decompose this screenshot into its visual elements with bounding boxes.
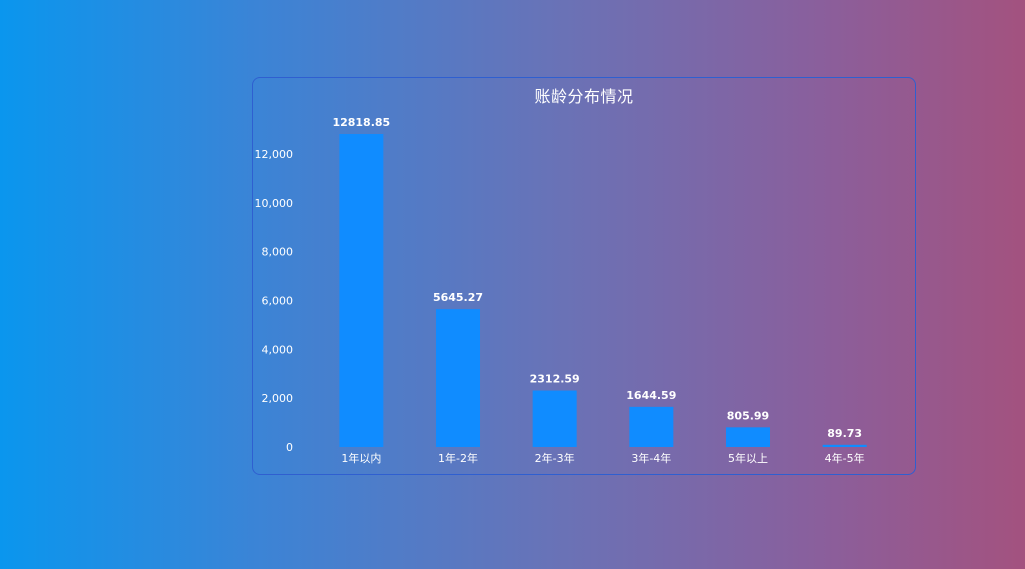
x-category-label: 5年以上 [728, 451, 768, 465]
bar[interactable] [822, 444, 867, 447]
bar-value-label: 2312.59 [530, 373, 580, 386]
bar[interactable] [629, 406, 674, 447]
chart-panel: 账龄分布情况 0 2,000 4,000 6,000 8,000 10,000 12,000… [252, 77, 916, 475]
y-tick-label: 6,000 [262, 294, 294, 307]
bar[interactable] [532, 390, 577, 447]
bar-value-label: 1644.59 [626, 389, 676, 402]
y-tick-label: 4,000 [262, 343, 294, 356]
y-tick-label: 2,000 [262, 392, 294, 405]
bar-value-label: 89.73 [827, 427, 862, 440]
x-category-label: 4年-5年 [825, 451, 865, 465]
y-tick-label: 10,000 [255, 197, 294, 210]
bar[interactable] [726, 427, 770, 447]
y-tick-label: 8,000 [262, 246, 294, 259]
bar-value-label: 805.99 [727, 409, 769, 422]
chart-title: 账龄分布情况 [534, 87, 634, 106]
bar[interactable] [436, 309, 480, 447]
bar[interactable] [339, 134, 384, 447]
x-category-label: 3年-4年 [631, 451, 671, 465]
y-tick-label: 0 [286, 441, 293, 454]
x-category-label: 1年以内 [341, 451, 381, 465]
y-tick-label: 12,000 [255, 148, 294, 161]
bar-value-label: 12818.85 [332, 116, 390, 129]
x-category-label: 1年-2年 [438, 451, 478, 465]
x-category-label: 2年-3年 [535, 451, 575, 465]
bar-value-label: 5645.27 [433, 291, 483, 304]
bar-chart: 0 2,000 4,000 6,000 8,000 10,000 12,000 12818.8… [255, 116, 867, 465]
